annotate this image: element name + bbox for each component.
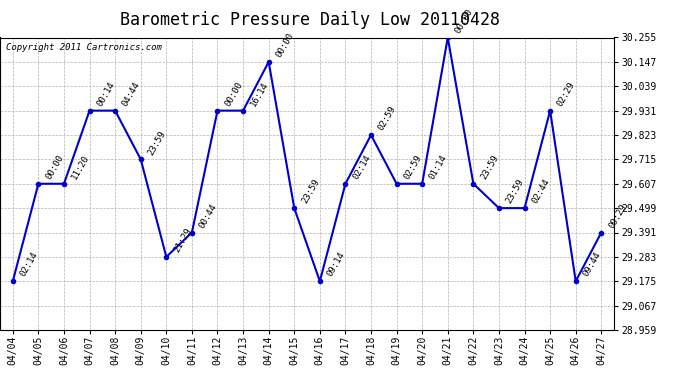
- Text: 23:59: 23:59: [504, 178, 526, 206]
- Text: 02:59: 02:59: [377, 105, 398, 132]
- Text: 23:59: 23:59: [479, 153, 500, 181]
- Text: 04:44: 04:44: [121, 80, 142, 108]
- Text: 11:20: 11:20: [70, 153, 91, 181]
- Text: 00:44: 00:44: [197, 202, 219, 230]
- Text: 01:14: 01:14: [428, 153, 449, 181]
- Text: 02:29: 02:29: [555, 80, 577, 108]
- Text: 23:59: 23:59: [300, 178, 321, 206]
- Text: 21:29: 21:29: [172, 226, 193, 254]
- Text: 00:14: 00:14: [95, 80, 117, 108]
- Text: 02:59: 02:59: [402, 153, 424, 181]
- Text: 23:59: 23:59: [146, 129, 168, 157]
- Text: Copyright 2011 Cartronics.com: Copyright 2011 Cartronics.com: [6, 44, 162, 52]
- Text: 00:00: 00:00: [44, 153, 65, 181]
- Text: 02:44: 02:44: [530, 178, 551, 206]
- Text: 09:29: 09:29: [607, 202, 628, 230]
- Text: Barometric Pressure Daily Low 20110428: Barometric Pressure Daily Low 20110428: [121, 11, 500, 29]
- Text: 00:00: 00:00: [223, 80, 244, 108]
- Text: 09:44: 09:44: [581, 251, 602, 279]
- Text: 09:14: 09:14: [326, 251, 346, 279]
- Text: 00:00: 00:00: [453, 7, 475, 35]
- Text: 00:00: 00:00: [274, 32, 295, 59]
- Text: 02:14: 02:14: [351, 153, 372, 181]
- Text: 02:14: 02:14: [19, 251, 39, 279]
- Text: 16:14: 16:14: [248, 80, 270, 108]
